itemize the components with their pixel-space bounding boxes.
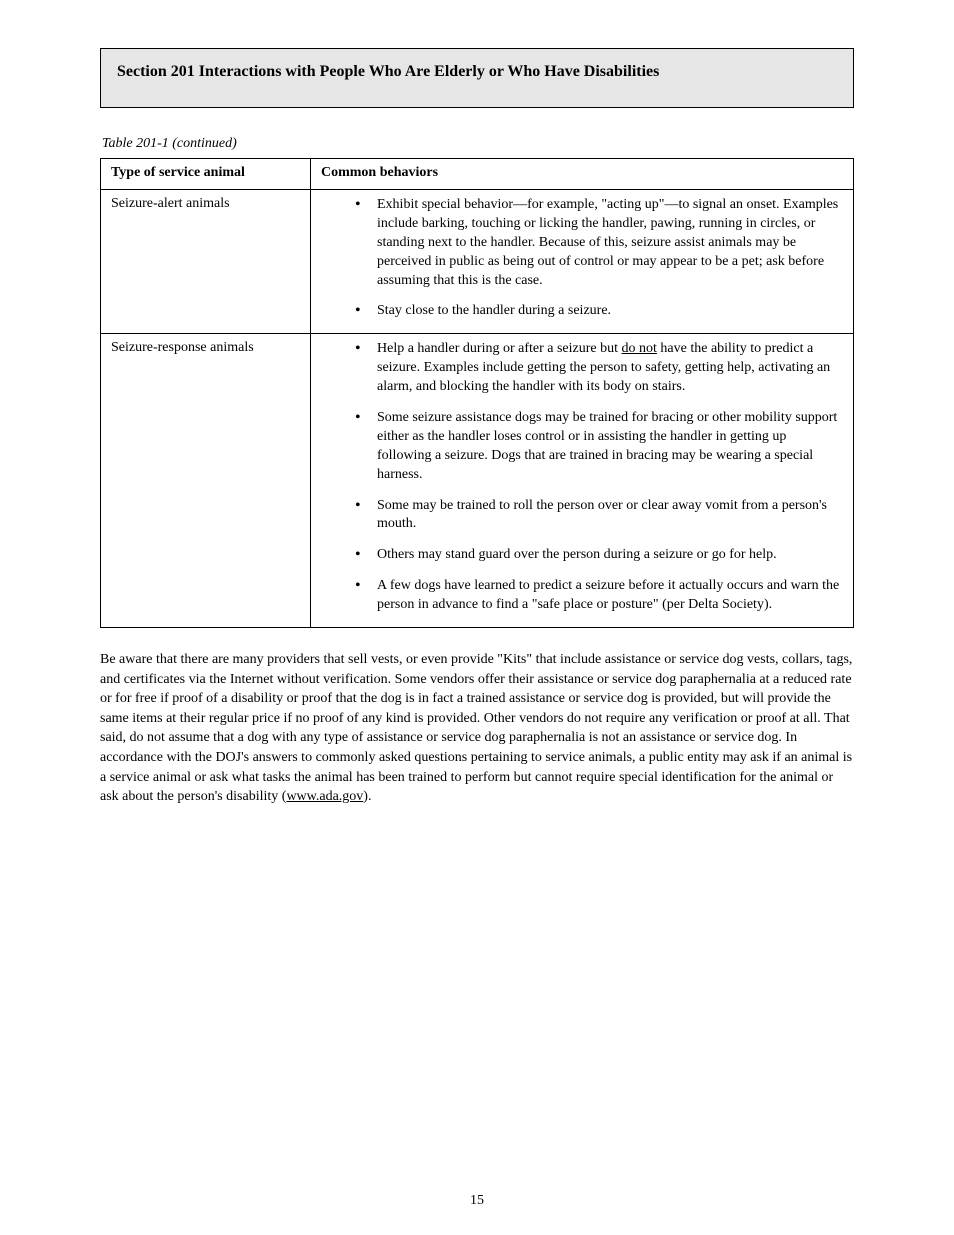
list-item: A few dogs have learned to predict a sei… [355,577,843,615]
row-label-seizure-response: Seizure-response animals [101,334,311,628]
table-caption: Table 201-1 (continued) [102,136,854,152]
page-number: 15 [0,1193,954,1209]
row-label-seizure-alert: Seizure-alert animals [101,190,311,334]
list-item: Exhibit special behavior—for example, "a… [355,196,843,290]
table-row: Seizure-alert animals Exhibit special be… [101,190,854,334]
section-title: Section 201 Interactions with People Who… [117,63,659,80]
col-header-type: Type of service animal [101,159,311,190]
bullet-list: Help a handler during or after a seizure… [321,340,843,615]
col-header-behaviors: Common behaviors [311,159,854,190]
row-behaviors-seizure-alert: Exhibit special behavior—for example, "a… [311,190,854,334]
list-item: Stay close to the handler during a seizu… [355,302,843,321]
underlined-text: do not [622,341,657,356]
note-text-pre: Be aware that there are many providers t… [100,652,852,804]
list-item: Others may stand guard over the person d… [355,546,843,565]
list-item: Some may be trained to roll the person o… [355,497,843,535]
section-banner: Section 201 Interactions with People Who… [100,48,854,108]
service-animal-table: Type of service animal Common behaviors … [100,158,854,628]
provider-note: Be aware that there are many providers t… [100,650,854,807]
table-header-row: Type of service animal Common behaviors [101,159,854,190]
row-behaviors-seizure-response: Help a handler during or after a seizure… [311,334,854,628]
list-item: Some seizure assistance dogs may be trai… [355,409,843,485]
ada-link[interactable]: www.ada.gov [286,789,363,804]
list-item: Help a handler during or after a seizure… [355,340,843,397]
note-text-post: ). [363,789,371,804]
table-row: Seizure-response animals Help a handler … [101,334,854,628]
bullet-list: Exhibit special behavior—for example, "a… [321,196,843,321]
